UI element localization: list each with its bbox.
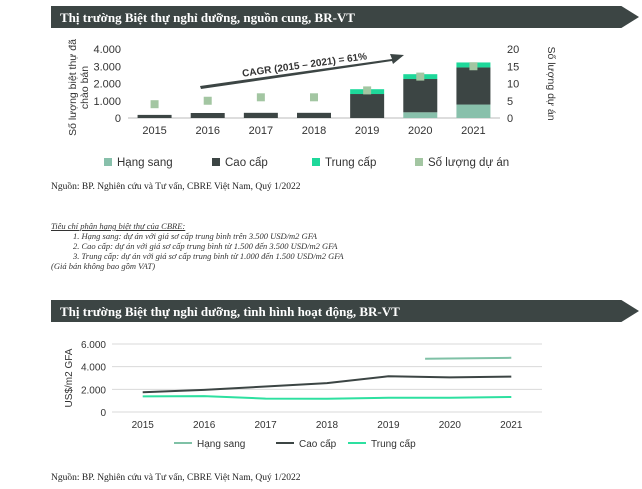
performance-chart: 0 2.000 4.000 6.000 US$/m2 GFA 2015 2016 2017 20… — [64, 340, 542, 450]
legend-label: Hạng sang — [197, 439, 245, 450]
bar-segment — [456, 104, 491, 118]
y-tick-label: 6.000 — [81, 340, 106, 351]
bar-segment — [243, 112, 278, 118]
project-count-marker — [310, 93, 318, 102]
legend-swatch — [415, 158, 423, 166]
bar-segment — [137, 114, 172, 118]
chart1-title: Thị trường Biệt thự nghỉ dưỡng, nguồn cu… — [60, 10, 355, 25]
x-tick-label: 2021 — [461, 125, 485, 137]
x-tick-label: 2020 — [439, 420, 462, 431]
bar-segment — [403, 112, 438, 118]
bar-segment — [403, 79, 438, 113]
notes-footer: (Giá bán không bao gồm VAT) — [51, 261, 156, 271]
legend-label: Trung cấp — [371, 438, 416, 450]
y2-tick-label: 10 — [507, 79, 519, 91]
legend-swatch — [104, 158, 112, 166]
series-line — [142, 375, 512, 394]
x-tick-label: 2019 — [377, 420, 400, 431]
legend-label: Hạng sang — [117, 157, 173, 169]
legend-label: Trung cấp — [325, 157, 376, 169]
chart2-source: Nguồn: BP. Nghiên cứu và Tư vấn, CBRE Vi… — [51, 473, 301, 483]
x-tick-label: 2016 — [193, 420, 216, 431]
x-tick-label: 2020 — [408, 125, 432, 137]
x-tick-label: 2018 — [302, 125, 326, 137]
x-tick-label: 2015 — [132, 420, 155, 431]
chart2-title: Thị trường Biệt thự nghỉ dưỡng, tình hìn… — [60, 304, 400, 319]
y-tick-label: 2.000 — [81, 385, 106, 396]
chart2-title-banner: Thị trường Biệt thự nghỉ dưỡng, tình hìn… — [51, 300, 639, 322]
x-tick-label: 2016 — [195, 125, 219, 137]
classification-notes: Tiêu chí phân hạng biệt thự của CBRE: 1.… — [51, 221, 344, 271]
legend-label: Cao cấp — [299, 438, 337, 450]
series-line — [142, 395, 512, 400]
y2-tick-label: 5 — [507, 96, 513, 108]
y2-tick-label: 20 — [507, 44, 519, 56]
x-tick-label: 2017 — [254, 420, 277, 431]
project-count-marker — [363, 86, 372, 95]
bar-segment — [190, 112, 225, 118]
y-tick-label: 1.000 — [93, 96, 121, 108]
y-tick-label: 4.000 — [81, 363, 106, 374]
bar-segment — [297, 112, 331, 118]
y-tick-label: 0 — [115, 113, 121, 125]
chart1-source: Nguồn: BP. Nghiên cứu và Tư vấn, CBRE Vi… — [51, 182, 301, 192]
supply-chart: 0 1.000 2.000 3.000 4.000 0 5 10 15 20 Số lượng bi… — [67, 39, 557, 169]
legend-label: Số lượng dự án — [428, 157, 509, 169]
cagr-arrow — [200, 54, 404, 89]
y2-tick-label: 15 — [507, 61, 519, 73]
y-tick-label: 2.000 — [93, 79, 121, 91]
legend-label: Cao cấp — [225, 157, 268, 169]
x-tick-label: 2015 — [142, 125, 166, 137]
notes-item-1: 1. Hạng sang: dự án với giá sơ cấp trung… — [73, 231, 317, 241]
project-count-marker — [416, 72, 425, 81]
bar-segment — [456, 67, 491, 105]
notes-item-2: 2. Cao cấp: dự án với giá sơ cấp trung b… — [73, 241, 338, 251]
y-axis-title: US$/m2 GFA — [64, 348, 75, 407]
chart1-title-banner: Thị trường Biệt thự nghỉ dưỡng, nguồn cu… — [51, 6, 639, 28]
y2-axis-title: Số lượng dự án — [545, 46, 557, 120]
project-count-marker — [256, 93, 265, 102]
series-line — [425, 356, 512, 360]
project-count-marker — [203, 96, 212, 105]
legend-swatch — [212, 158, 220, 166]
bar-segment — [350, 94, 385, 118]
x-tick-label: 2017 — [249, 125, 273, 137]
notes-item-3: 3. Trung cấp: dự án với giá sơ cấp trung… — [73, 251, 344, 261]
y-tick-label: 4.000 — [93, 44, 121, 56]
y-tick-label: 3.000 — [93, 61, 121, 73]
x-tick-label: 2018 — [316, 420, 339, 431]
x-tick-label: 2021 — [500, 420, 523, 431]
y2-tick-label: 0 — [507, 113, 513, 125]
y-tick-label: 0 — [100, 408, 106, 419]
legend-swatch — [312, 158, 320, 166]
project-count-marker — [469, 62, 478, 71]
x-tick-label: 2019 — [355, 125, 379, 137]
notes-heading: Tiêu chí phân hạng biệt thự của CBRE: — [51, 221, 186, 231]
project-count-marker — [150, 100, 159, 109]
y-axis-title: Số lượng biệt thự đãchào bán — [67, 39, 91, 136]
